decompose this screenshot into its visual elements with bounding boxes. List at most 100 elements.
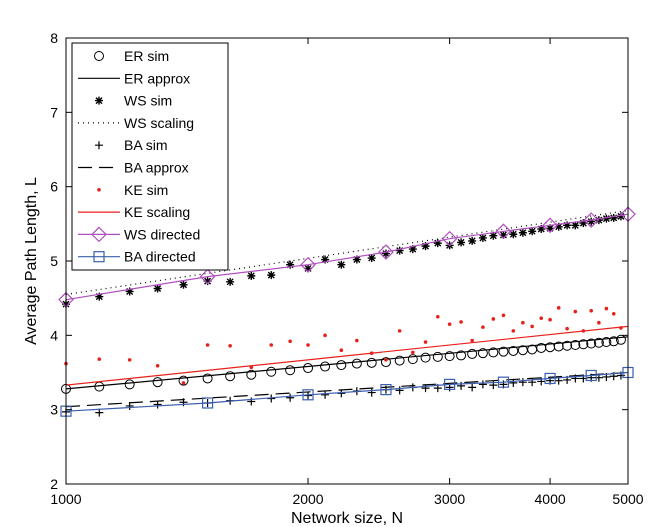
data-point (585, 369, 597, 382)
data-point (593, 337, 604, 348)
y-tick-label: 3 (50, 402, 58, 418)
x-tick-label: 3000 (434, 491, 465, 507)
legend-item-er-sim: ER sim (94, 48, 169, 64)
y-tick-label: 5 (50, 253, 58, 269)
data-point (321, 390, 330, 399)
legend-item-ke-sim: KE sim (97, 182, 168, 198)
data-point (339, 348, 344, 353)
data-point (542, 217, 558, 234)
data-point (351, 358, 362, 369)
data-point (285, 365, 296, 376)
data-point (602, 214, 611, 223)
data-point (587, 217, 596, 226)
data-point (352, 255, 361, 264)
data-point (468, 383, 477, 392)
data-point (565, 326, 569, 331)
data-point (95, 292, 104, 301)
data-point (477, 348, 488, 359)
data-point (433, 239, 442, 248)
data-point (528, 227, 537, 236)
data-point (488, 347, 499, 358)
data-point (201, 397, 214, 409)
data-point (604, 306, 609, 311)
legend-item-ws-scaling: WS scaling (78, 115, 194, 131)
data-point (481, 325, 485, 329)
legend-label: BA directed (124, 249, 196, 265)
data-point (509, 378, 518, 387)
legend-label: KE scaling (124, 204, 190, 220)
data-point (435, 314, 440, 319)
data-point (478, 380, 487, 389)
data-point (495, 223, 512, 240)
data-point (511, 329, 516, 333)
data-point (300, 256, 316, 273)
data-point (202, 373, 213, 384)
data-point (320, 361, 331, 372)
data-point (499, 230, 508, 239)
legend-item-ba-directed: BA directed (78, 249, 196, 265)
data-point (498, 346, 509, 357)
legend-item-ba-approx: BA approx (78, 160, 189, 176)
data-point (397, 329, 402, 333)
legend-label: WS directed (124, 226, 200, 242)
data-point (521, 320, 525, 325)
x-tick-label: 4000 (535, 491, 566, 507)
data-point (367, 388, 376, 397)
data-point (616, 212, 625, 221)
legend-label: BA sim (124, 137, 168, 153)
legend-label: WS scaling (124, 115, 194, 131)
data-point (181, 381, 186, 385)
legend-marker (97, 188, 101, 192)
data-point (337, 260, 346, 269)
data-point (562, 340, 573, 351)
data-point (394, 355, 405, 366)
legend-marker (94, 51, 104, 61)
series-line-ke-scaling (65, 325, 629, 386)
data-point (355, 338, 359, 343)
data-point (608, 336, 619, 347)
data-point (491, 317, 496, 321)
legend-label: ER sim (124, 48, 169, 64)
data-point (228, 343, 232, 348)
legend-item-ws-sim: WS sim (95, 93, 172, 109)
data-point (548, 317, 552, 322)
data-point (395, 246, 404, 255)
data-point (583, 212, 600, 228)
series-er-approx (65, 336, 629, 390)
data-point (579, 219, 588, 228)
data-point (530, 324, 534, 329)
legend-marker (95, 141, 103, 150)
data-point (509, 230, 518, 239)
x-tick-label: 5000 (612, 491, 643, 507)
legend-item-er-approx: ER approx (78, 70, 190, 86)
data-point (321, 255, 330, 264)
data-point (367, 254, 376, 263)
data-point (395, 386, 404, 395)
data-point (288, 339, 292, 344)
data-point (601, 337, 612, 348)
y-tick-label: 8 (50, 30, 58, 46)
x-tick-label: 2000 (292, 491, 323, 507)
data-point (467, 348, 478, 359)
data-point (225, 371, 236, 382)
series-ba-directed (60, 366, 634, 417)
data-point (411, 350, 415, 355)
data-point (199, 268, 216, 285)
data-point (124, 379, 135, 390)
data-point (179, 280, 188, 289)
data-point (432, 351, 443, 362)
data-point (570, 339, 581, 350)
data-point (444, 378, 456, 390)
data-point (153, 284, 162, 293)
legend-box (71, 42, 229, 271)
legend-item-ba-sim: BA sim (95, 137, 168, 153)
legend-label: KE sim (124, 182, 168, 198)
data-point (508, 345, 519, 356)
data-point (447, 322, 452, 326)
legend-marker (93, 251, 105, 263)
y-axis-label: Average Path Length, L (23, 177, 40, 345)
data-point (407, 354, 418, 365)
data-point (563, 221, 572, 230)
data-point (336, 360, 347, 371)
